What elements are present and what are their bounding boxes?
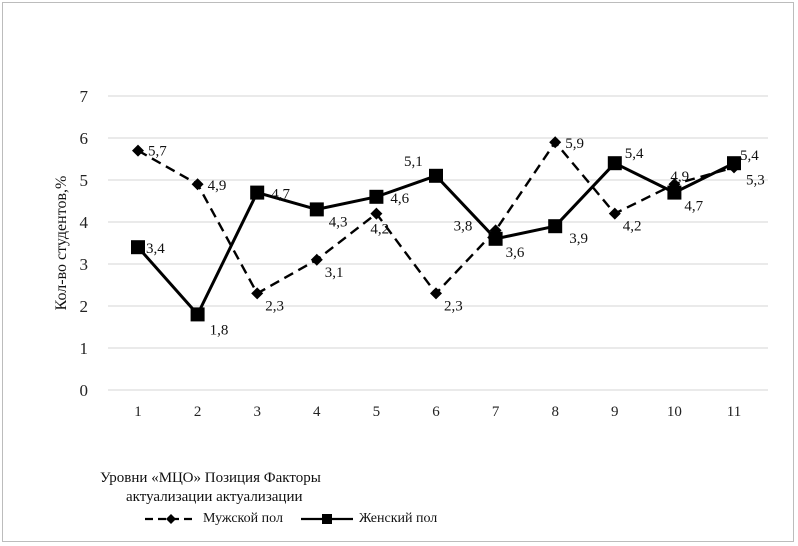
data-label-female: 3,9 [569, 231, 588, 247]
solid-square-legend-icon [300, 514, 353, 524]
legend: Мужской пол Женский пол [143, 511, 437, 527]
data-label-female: 3,6 [506, 245, 525, 261]
series-line-male [137, 141, 735, 295]
data-label-female: 3,4 [146, 241, 165, 257]
data-label-female: 1,8 [210, 322, 229, 338]
y-tick-label: 0 [80, 381, 89, 400]
square-marker [250, 185, 265, 200]
legend-label-male: Мужской пол [203, 511, 283, 526]
data-label-male: 5,7 [148, 144, 167, 160]
data-label-male: 4,9 [670, 169, 689, 185]
x-tick-label: 9 [611, 404, 619, 420]
diamond-marker [132, 144, 144, 157]
dashed-diamond-legend-icon [145, 514, 197, 524]
x-tick-label: 8 [551, 404, 559, 420]
x-tick-label: 4 [313, 404, 321, 420]
square-marker [727, 156, 741, 171]
x-tick-label: 2 [194, 404, 202, 420]
y-tick-label: 4 [80, 213, 89, 232]
square-marker [548, 219, 563, 234]
caption-line-1: Уровни «МЦО» Позиция Факторы [100, 470, 321, 486]
data-label-male: 4,9 [208, 178, 227, 194]
data-label-female: 4,3 [329, 214, 348, 230]
data-label-female: 5,4 [625, 146, 644, 162]
y-tick-label: 2 [80, 297, 89, 316]
diamond-marker [251, 287, 264, 300]
y-tick-label: 7 [80, 87, 89, 106]
series-markers [131, 136, 741, 322]
data-label-male: 3,1 [325, 265, 344, 281]
x-tick-label: 1 [134, 404, 142, 420]
caption-line-2: актуализации актуализации [126, 489, 303, 505]
square-marker [131, 240, 145, 255]
diamond-marker [191, 178, 204, 191]
diamond-marker [430, 287, 442, 300]
square-marker [607, 156, 622, 171]
data-label-male: 4,2 [623, 219, 642, 235]
data-label-female: 5,1 [404, 154, 423, 170]
data-label-male: 4,2 [370, 222, 389, 238]
data-label-female: 5,4 [740, 148, 759, 164]
square-marker [429, 168, 443, 183]
legend-label-female: Женский пол [358, 511, 438, 526]
y-axis-label: Кол-во студентов,% [53, 176, 70, 311]
square-marker [667, 185, 682, 200]
x-tick-label: 11 [727, 404, 741, 420]
data-labels: 5,7 4,9 2,3 3,1 4,2 2,3 3,8 5,9 4,2 4,9 5,3 3,4 1,8 4… [146, 136, 765, 338]
x-tick-label: 3 [253, 404, 261, 420]
square-marker [309, 202, 324, 217]
square-marker [369, 189, 384, 204]
diamond-marker [310, 253, 323, 266]
data-label-male: 2,3 [444, 298, 463, 314]
x-tick-label: 6 [432, 404, 440, 420]
diamond-marker [608, 207, 621, 220]
x-tick-label: 10 [667, 404, 682, 420]
diamond-marker [370, 207, 383, 220]
data-label-male: 2,3 [265, 298, 284, 314]
x-axis-ticks: 1 2 3 4 5 6 7 8 9 10 11 [134, 404, 741, 420]
y-axis-ticks: 0 1 2 3 4 5 6 7 [80, 87, 89, 400]
data-label-male: 3,8 [454, 218, 473, 234]
data-label-female: 4,7 [271, 187, 290, 203]
legend-item-female: Женский пол [299, 511, 437, 527]
gridlines [108, 95, 768, 391]
data-label-male: 5,3 [746, 172, 765, 188]
data-label-female: 4,7 [684, 199, 703, 215]
legend-item-male: Мужской пол [143, 511, 283, 527]
x-tick-label: 5 [373, 404, 381, 420]
x-tick-label: 7 [492, 404, 500, 420]
y-tick-label: 5 [80, 171, 89, 190]
data-label-female: 4,6 [390, 191, 409, 207]
y-tick-label: 6 [80, 129, 89, 148]
diamond-marker [549, 136, 562, 149]
square-marker [190, 307, 205, 322]
y-tick-label: 3 [80, 255, 89, 274]
square-marker [488, 231, 503, 246]
data-label-male: 5,9 [565, 136, 584, 152]
y-tick-label: 1 [80, 339, 89, 358]
